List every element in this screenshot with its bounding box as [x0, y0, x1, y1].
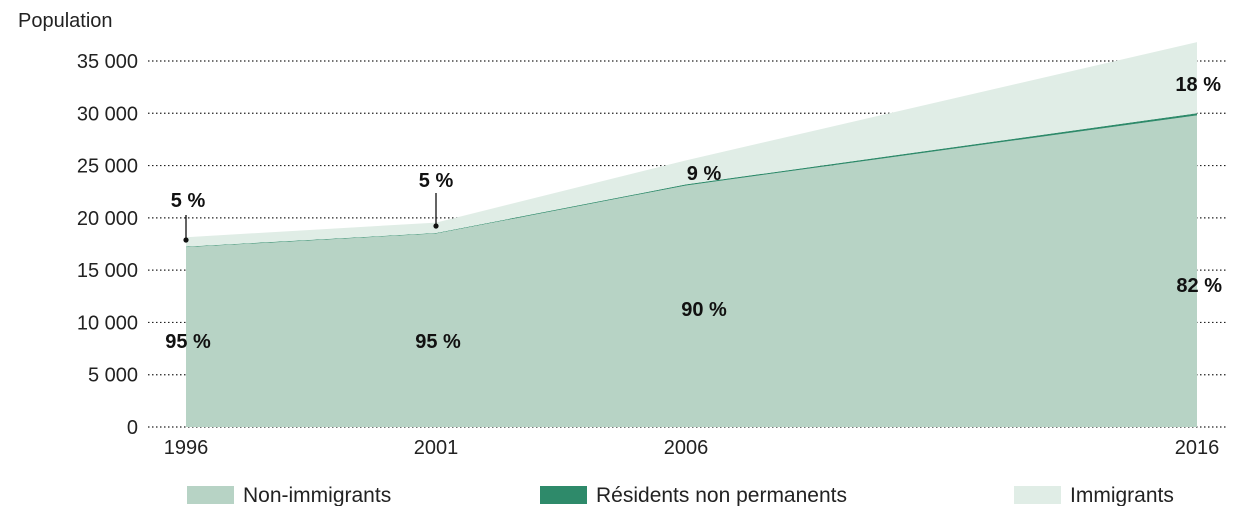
x-tick-label: 2016: [1175, 437, 1220, 459]
leader-dot: [183, 237, 189, 243]
legend-swatch: [540, 486, 587, 504]
legend-label: Non-immigrants: [243, 484, 391, 506]
legend-label: Résidents non permanents: [596, 484, 847, 506]
percent-label: 82 %: [1176, 275, 1222, 297]
percent-label: 5 %: [171, 190, 206, 212]
x-tick-label: 1996: [164, 437, 209, 459]
y-tick-label: 20 000: [77, 208, 138, 230]
y-tick-label: 25 000: [77, 156, 138, 178]
y-tick-label: 15 000: [77, 260, 138, 282]
y-tick-label: 5 000: [88, 365, 138, 387]
area-series: [186, 42, 1197, 428]
legend-swatch: [1014, 486, 1061, 504]
x-tick-labels: 1996 2001 2006 2016: [164, 437, 1220, 459]
percentage-annotations: 5 % 5 % 9 % 18 % 95 % 95 % 90 % 82 %: [165, 74, 1222, 353]
y-tick-label: 30 000: [77, 103, 138, 125]
legend-label: Immigrants: [1070, 484, 1174, 506]
y-tick-label: 10 000: [77, 312, 138, 334]
legend-swatch: [187, 486, 234, 504]
percent-label: 5 %: [419, 170, 454, 192]
percent-label: 95 %: [165, 331, 211, 353]
legend: Non-immigrants Résidents non permanents Im…: [187, 484, 1174, 506]
percent-label: 18 %: [1175, 74, 1221, 96]
y-tick-labels: 0 5 000 10 000 15 000 20 000 25 000 30 000 35 0…: [77, 51, 138, 439]
area-non-immigrants: [186, 115, 1197, 428]
percent-label: 9 %: [687, 163, 722, 185]
percent-label: 90 %: [681, 299, 727, 321]
y-tick-label: 0: [127, 417, 138, 439]
leader-dot: [433, 223, 439, 229]
x-tick-label: 2006: [664, 437, 709, 459]
y-axis-label: Population: [18, 10, 113, 32]
percent-label: 95 %: [415, 331, 461, 353]
y-tick-label: 35 000: [77, 51, 138, 73]
x-tick-label: 2001: [414, 437, 459, 459]
